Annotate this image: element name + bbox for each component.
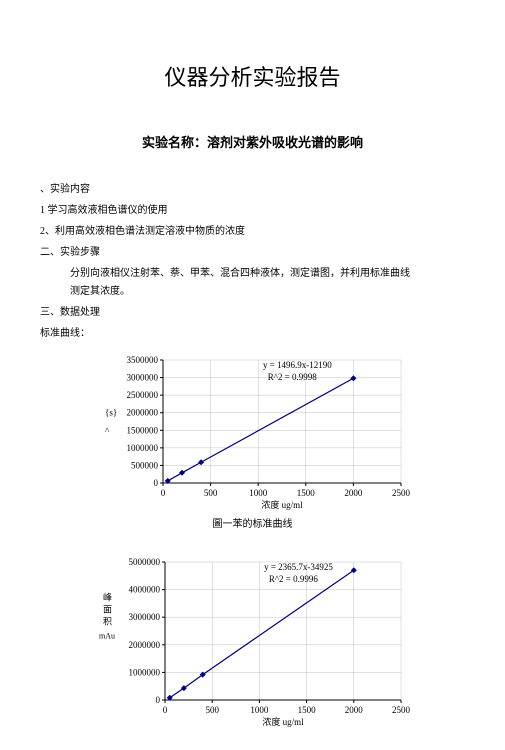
svg-text:2500: 2500 (392, 488, 411, 498)
section-data-heading: 三、数据处理 (40, 304, 465, 322)
svg-text:4000000: 4000000 (128, 585, 160, 595)
svg-text:2000000: 2000000 (126, 408, 158, 418)
svg-text:峰: 峰 (103, 593, 112, 603)
svg-text:浓度 ug/ml: 浓度 ug/ml (261, 499, 303, 510)
svg-text:1500000: 1500000 (126, 425, 158, 435)
svg-text:R^2 = 0.9996: R^2 = 0.9996 (268, 574, 318, 584)
section-steps-heading: 二、实验步骤 (40, 244, 465, 262)
svg-text:0: 0 (153, 478, 158, 488)
svg-text:面: 面 (103, 605, 112, 615)
svg-text:1500: 1500 (296, 488, 315, 498)
svg-text:2500000: 2500000 (126, 390, 158, 400)
svg-text:2000000: 2000000 (128, 640, 160, 650)
chart1-caption: 圖一苯的标准曲线 (40, 515, 465, 530)
svg-text:y = 1496.9x-12190: y = 1496.9x-12190 (262, 360, 331, 370)
svg-text:3000000: 3000000 (128, 612, 160, 622)
svg-text:浓度 ug/ml: 浓度 ug/ml (262, 716, 304, 727)
svg-text:3500000: 3500000 (126, 355, 158, 365)
svg-text:^: ^ (105, 426, 110, 436)
svg-text:0: 0 (155, 695, 160, 705)
chart-second: 0100000020000003000000400000050000000500… (93, 550, 413, 730)
svg-text:mAu: mAu (99, 632, 115, 641)
svg-text:1000: 1000 (249, 488, 268, 498)
svg-text:1000000: 1000000 (128, 667, 160, 677)
section-content-heading: 、实验内容 (40, 181, 465, 199)
svg-text:3000000: 3000000 (126, 373, 158, 383)
content-item-1: 1 学习高效液相色谱仪的使用 (40, 202, 465, 220)
svg-text:0: 0 (160, 488, 165, 498)
svg-text:500: 500 (203, 488, 217, 498)
svg-text:积: 积 (103, 616, 112, 627)
svg-text:y = 2365.7x-34925: y = 2365.7x-34925 (264, 562, 333, 572)
page-title: 仪器分析实验报告 (40, 60, 465, 92)
svg-text:500000: 500000 (131, 460, 159, 470)
content-item-2: 2、利用高效液相色谱法测定溶液中物质的浓度 (40, 223, 465, 241)
steps-text: 分别向液相仪注射苯、萘、甲苯、混合四种液体，测定谱图，并利用标准曲线 测定其浓度… (70, 265, 465, 301)
svg-text:5000000: 5000000 (128, 557, 160, 567)
svg-text:2000: 2000 (344, 488, 363, 498)
svg-text:1000000: 1000000 (126, 443, 158, 453)
experiment-name: 实验名称：溶剂对紫外吸收光谱的影响 (40, 132, 465, 151)
svg-text:{s}: {s} (105, 407, 117, 417)
curve-label: 标准曲线： (40, 325, 465, 343)
chart-benzene: 0 500000 1000000 1500000 2000000 2500000 30000… (93, 348, 413, 513)
svg-text:R^2 = 0.9998: R^2 = 0.9998 (267, 372, 317, 382)
